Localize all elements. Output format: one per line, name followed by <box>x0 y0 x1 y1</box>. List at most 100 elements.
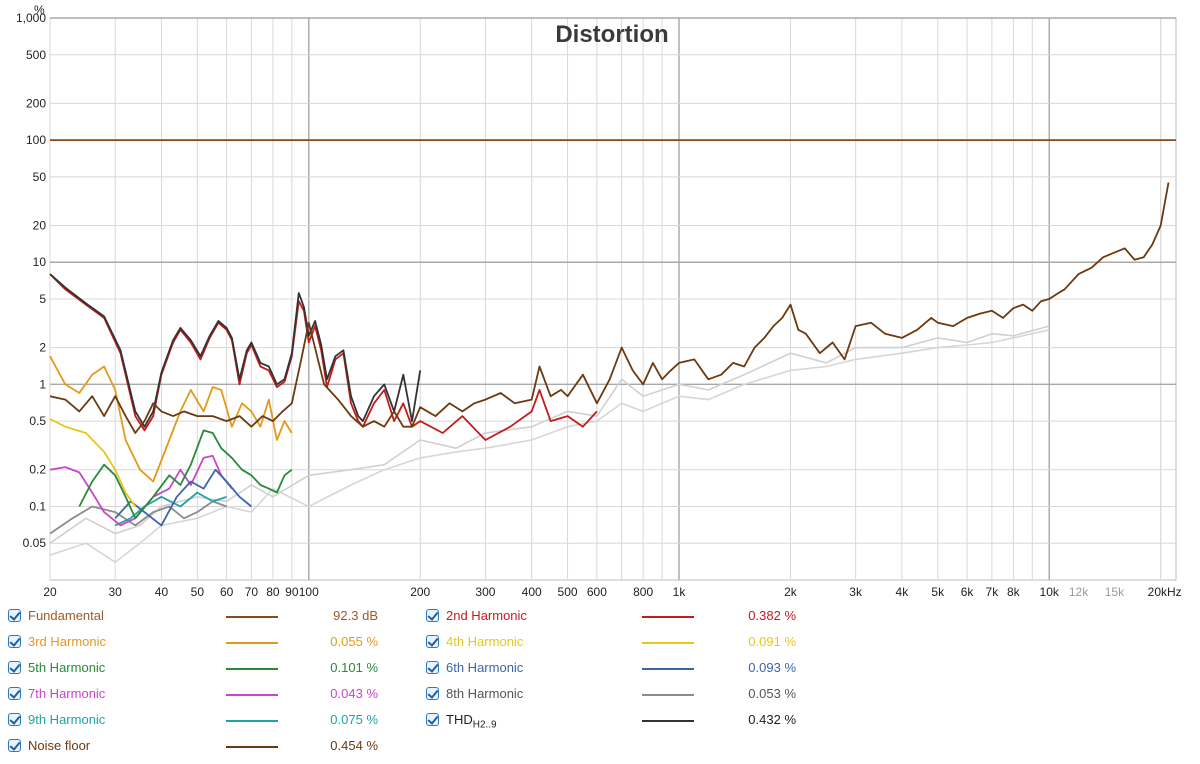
x-tick-label: 30 <box>109 585 123 599</box>
legend-checkbox[interactable] <box>8 687 21 700</box>
legend-value: 0.093 % <box>748 660 796 675</box>
legend-checkbox[interactable] <box>8 609 21 622</box>
series-line-9th-harmonic <box>114 491 227 527</box>
legend-swatch <box>226 720 278 722</box>
chart-title: Distortion <box>555 21 668 48</box>
legend-value: 0.075 % <box>330 712 378 727</box>
legend-item-4th-harmonic[interactable]: 4th Harmonic 0.091 % <box>426 634 826 654</box>
x-tick-label: 600 <box>587 585 607 599</box>
legend-checkbox[interactable] <box>426 635 439 648</box>
x-tick-label: 15k <box>1105 585 1125 599</box>
x-tick-label: 5k <box>931 585 945 599</box>
legend-item-2nd-harmonic[interactable]: 2nd Harmonic 0.382 % <box>426 608 826 628</box>
legend-checkbox[interactable] <box>426 609 439 622</box>
x-tick-label: 10k <box>1040 585 1060 599</box>
legend-checkbox[interactable] <box>426 713 439 726</box>
y-tick-label: 5 <box>39 292 46 306</box>
legend-item-7th-harmonic[interactable]: 7th Harmonic 0.043 % <box>8 686 408 706</box>
series-line-grey-2 <box>49 329 1050 563</box>
legend-value: 0.382 % <box>748 608 796 623</box>
legend-label: 5th Harmonic <box>28 660 106 675</box>
legend-checkbox[interactable] <box>8 635 21 648</box>
legend-value: 0.101 % <box>330 660 378 675</box>
y-axis-unit: % <box>34 3 45 17</box>
chart-grid <box>49 17 1177 581</box>
series-line-thd <box>49 273 422 428</box>
legend-label: 7th Harmonic <box>28 686 106 701</box>
legend-swatch <box>226 642 278 644</box>
legend-swatch <box>642 616 694 618</box>
legend-item-5th-harmonic[interactable]: 5th Harmonic 0.101 % <box>8 660 408 680</box>
x-tick-label: 6k <box>961 585 975 599</box>
legend-value: 0.432 % <box>748 712 796 727</box>
legend-label: 4th Harmonic <box>446 634 524 649</box>
x-tick-label: 20 <box>43 585 57 599</box>
x-tick-label: 60 <box>220 585 234 599</box>
x-tick-label: 100 <box>299 585 319 599</box>
x-tick-label: 2k <box>784 585 798 599</box>
x-tick-label: 8k <box>1007 585 1021 599</box>
y-tick-label: 1 <box>39 377 46 391</box>
legend-item-6th-harmonic[interactable]: 6th Harmonic 0.093 % <box>426 660 826 680</box>
y-tick-label: 50 <box>33 170 47 184</box>
chart-legend: Fundamental 92.3 dB 3rd Harmonic 0.055 % 5th… <box>0 600 1200 764</box>
x-tick-label: 80 <box>266 585 280 599</box>
legend-checkbox[interactable] <box>8 713 21 726</box>
y-tick-label: 0.5 <box>29 414 46 428</box>
x-tick-label: 90 <box>285 585 299 599</box>
distortion-chart: 1,000 500 200 100 50 20 10 5 2 1 0.5 0.2 0.1 0.05 20 3… <box>16 3 1182 599</box>
legend-label: Noise floor <box>28 738 91 753</box>
y-tick-label: 100 <box>26 133 46 147</box>
legend-item-8th-harmonic[interactable]: 8th Harmonic 0.053 % <box>426 686 826 706</box>
legend-swatch <box>642 642 694 644</box>
x-tick-label: 4k <box>896 585 910 599</box>
legend-item-thd-h2-9[interactable]: THDH2..9 0.432 % <box>426 712 826 732</box>
legend-value: 92.3 dB <box>333 608 378 623</box>
x-tick-label: 50 <box>191 585 205 599</box>
legend-value: 0.091 % <box>748 634 796 649</box>
series-line-noise-floor <box>49 182 1170 434</box>
x-tick-label: 20kHz <box>1148 585 1182 599</box>
chart-series <box>49 139 1176 563</box>
legend-swatch <box>642 720 694 722</box>
y-tick-label: 0.2 <box>29 463 46 477</box>
legend-swatch <box>642 668 694 670</box>
legend-label: 8th Harmonic <box>446 686 524 701</box>
series-line-8th-harmonic <box>49 500 227 535</box>
legend-checkbox[interactable] <box>8 739 21 752</box>
series-line-3rd-harmonic <box>49 355 293 483</box>
legend-swatch <box>642 694 694 696</box>
legend-label: 3rd Harmonic <box>28 634 107 649</box>
x-tick-label: 7k <box>986 585 1000 599</box>
legend-checkbox[interactable] <box>426 661 439 674</box>
series-line-5th-harmonic <box>78 429 293 520</box>
x-tick-label: 1k <box>673 585 687 599</box>
x-tick-label: 400 <box>522 585 542 599</box>
legend-label: THDH2..9 <box>446 712 497 731</box>
y-tick-label: 200 <box>26 96 46 110</box>
legend-swatch <box>226 694 278 696</box>
legend-item-fundamental[interactable]: Fundamental 92.3 dB <box>8 608 408 628</box>
legend-checkbox[interactable] <box>8 661 21 674</box>
legend-label: 2nd Harmonic <box>446 608 527 623</box>
legend-checkbox[interactable] <box>426 687 439 700</box>
x-tick-label: 800 <box>633 585 653 599</box>
legend-item-9th-harmonic[interactable]: 9th Harmonic 0.075 % <box>8 712 408 732</box>
legend-value: 0.454 % <box>330 738 378 753</box>
legend-label: 6th Harmonic <box>446 660 524 675</box>
x-tick-label: 40 <box>155 585 169 599</box>
series-line-6th-harmonic <box>114 468 252 527</box>
legend-swatch <box>226 668 278 670</box>
legend-item-3rd-harmonic[interactable]: 3rd Harmonic 0.055 % <box>8 634 408 654</box>
y-tick-label: 1,000 <box>16 11 46 25</box>
x-tick-labels: 20 30 40 50 60 70 80 90 100 200 300 400 500 600 800 1k 2… <box>43 585 1181 599</box>
y-tick-label: 20 <box>33 218 47 232</box>
legend-item-noise-floor[interactable]: Noise floor 0.454 % <box>8 738 408 758</box>
y-tick-label: 2 <box>39 341 46 355</box>
y-tick-label: 10 <box>33 255 47 269</box>
y-tick-labels: 1,000 500 200 100 50 20 10 5 2 1 0.5 0.2 0.1 0.05 <box>16 11 46 550</box>
series-line-4th-harmonic <box>49 418 137 508</box>
x-tick-label: 12k <box>1069 585 1089 599</box>
legend-label-subscript: H2..9 <box>472 719 497 731</box>
legend-swatch <box>226 616 278 618</box>
